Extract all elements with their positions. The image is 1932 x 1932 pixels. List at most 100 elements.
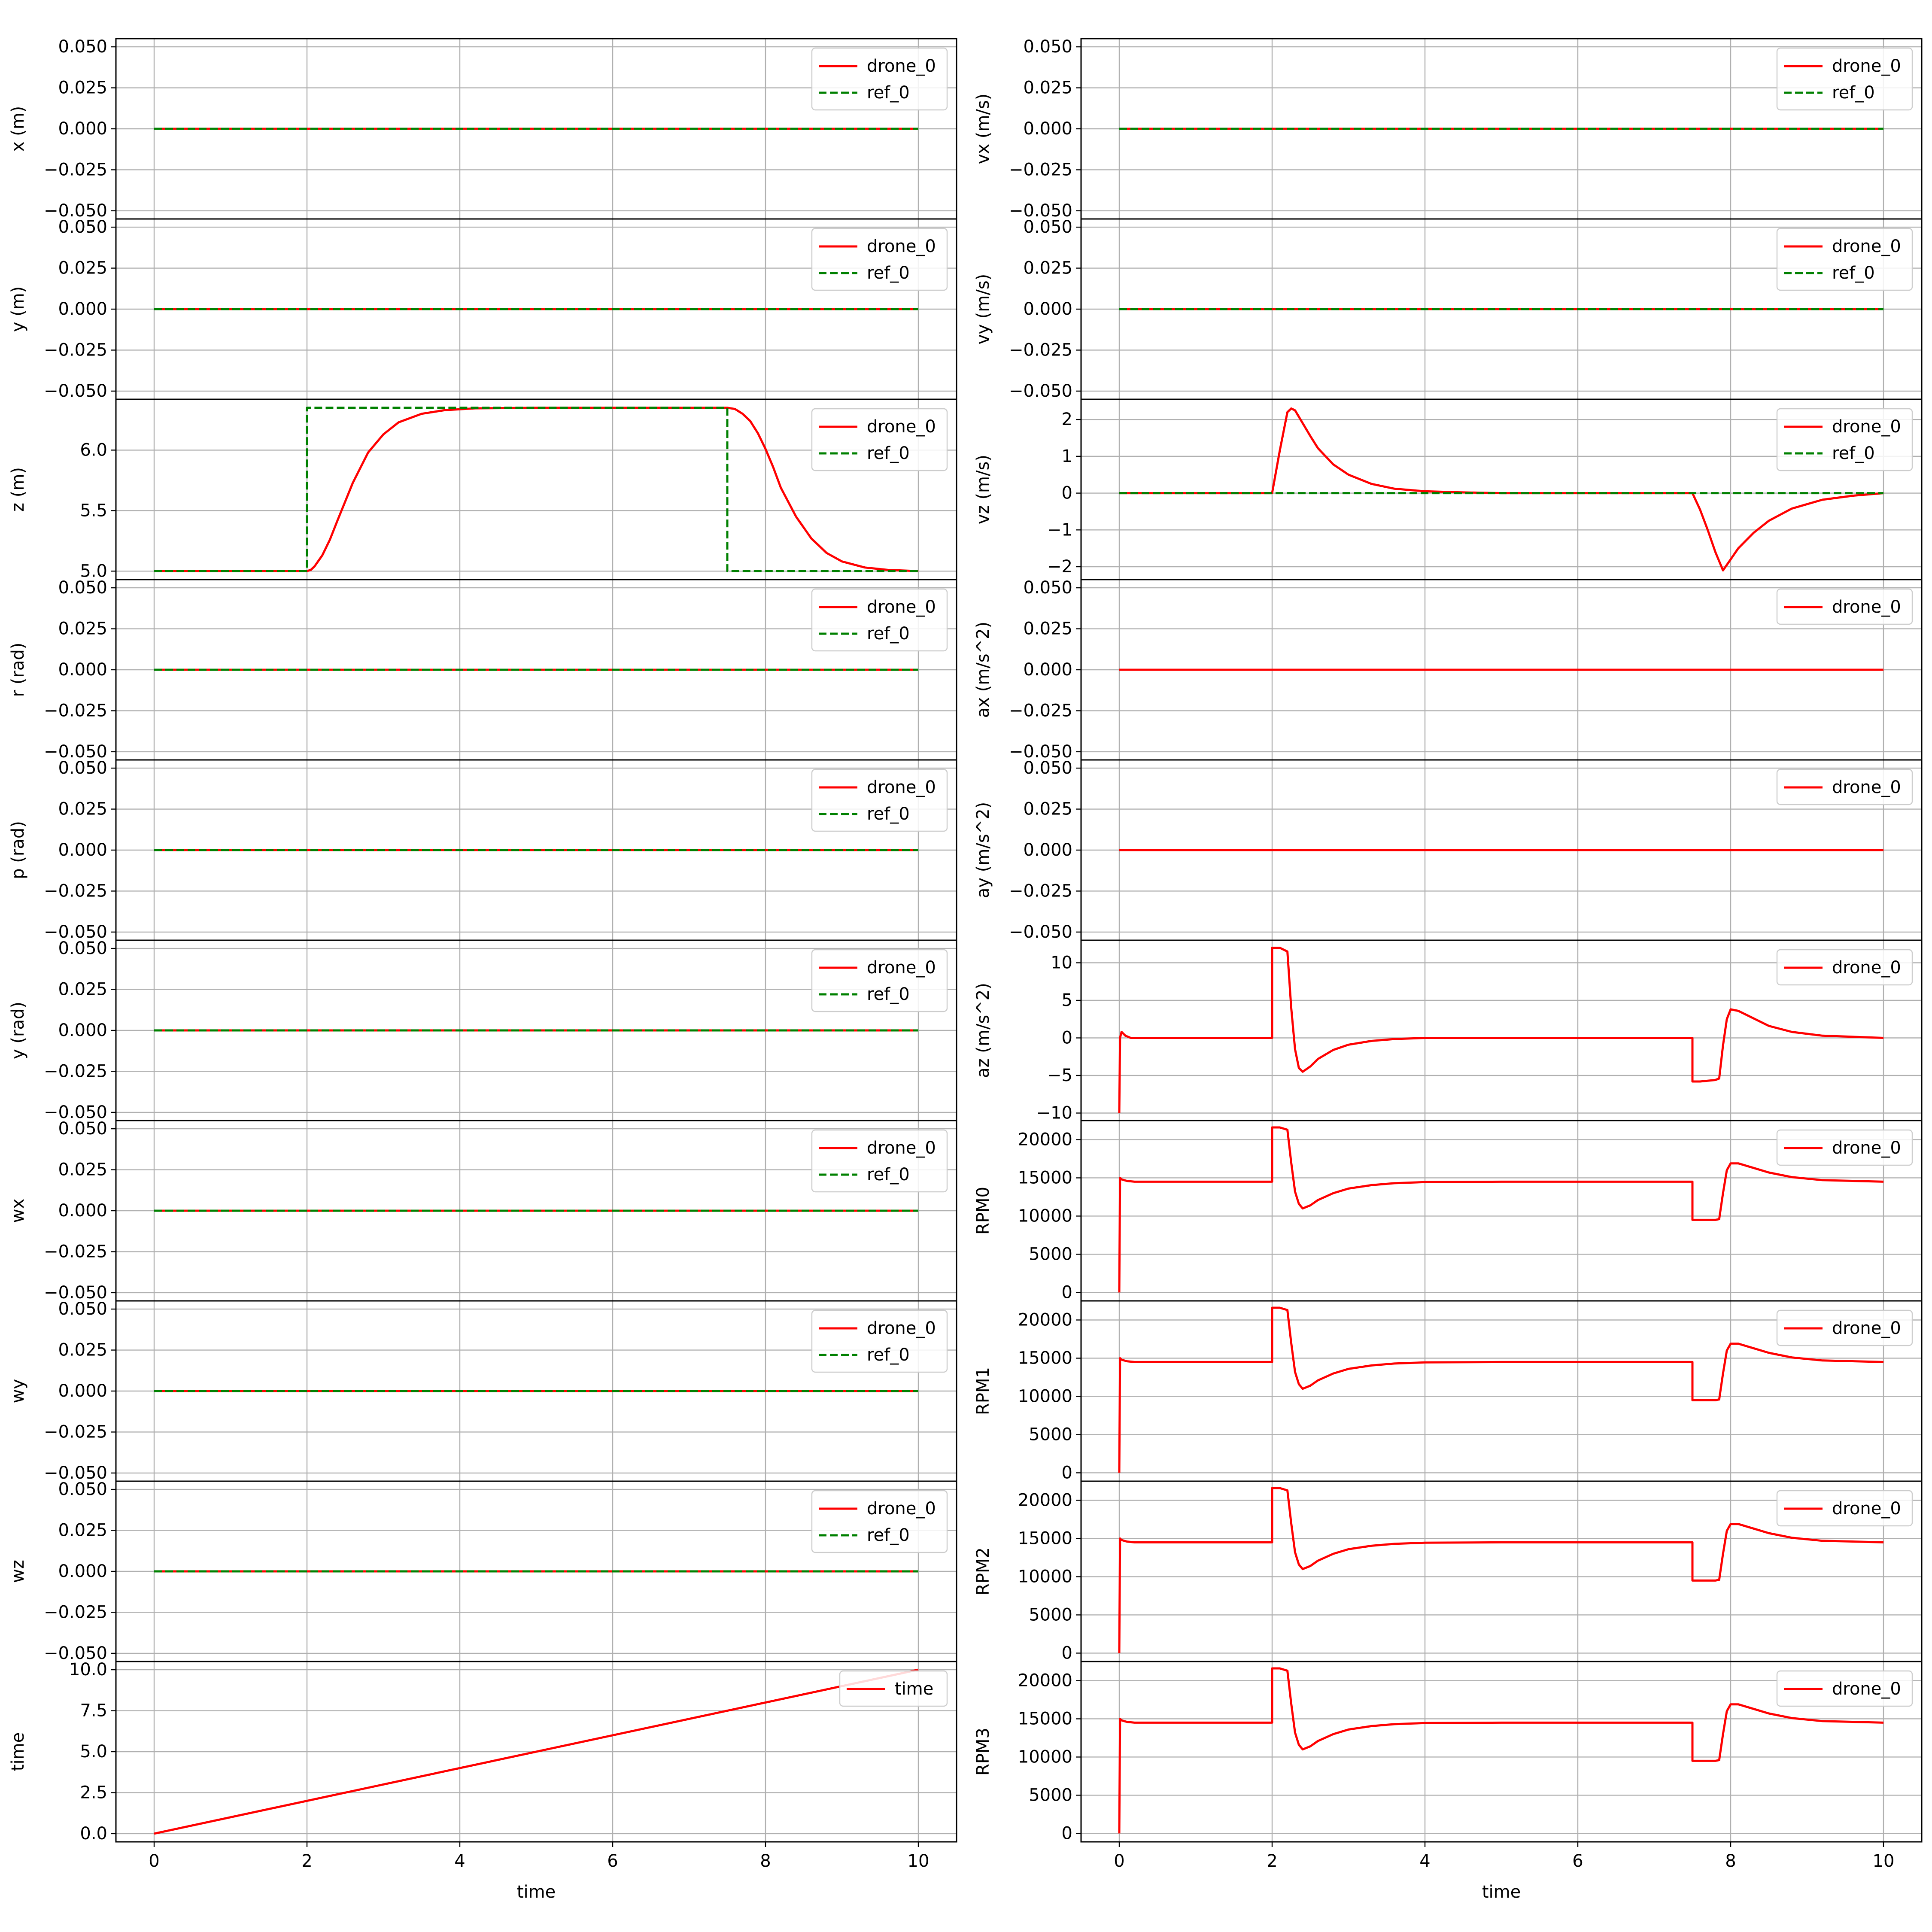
legend-label: drone_0 (867, 1318, 936, 1338)
series-line-drone_0 (1118, 1487, 1884, 1653)
y-tick-label: 5000 (1029, 1605, 1072, 1625)
y-tick-label: 0.0 (80, 1824, 107, 1844)
y-tick-label: 0 (1062, 1643, 1072, 1663)
y-tick-label: 15000 (1018, 1168, 1072, 1188)
y-axis-label: time (8, 1732, 28, 1771)
subplot-y: 0.050 0.025 0.000 −0.025 −0.050 y (m) drone_0r… (8, 217, 957, 401)
legend-label: drone_0 (867, 237, 936, 256)
legend-box (1776, 228, 1913, 291)
y-tick-label: 0.000 (1023, 299, 1072, 319)
x-tick-label: 0 (149, 1851, 159, 1871)
y-tick-label: 5.5 (80, 501, 107, 520)
legend: drone_0 ref_0 (811, 769, 948, 832)
y-axis-label: vy (m/s) (973, 274, 993, 345)
y-tick-label: −0.050 (44, 201, 107, 221)
y-tick-label: −0.050 (44, 742, 107, 762)
y-tick-label: −0.025 (44, 340, 107, 360)
legend: drone_0 (1776, 1309, 1913, 1346)
subplot-yaw: 0.050 0.025 0.000 −0.025 −0.050 y (rad) drone_… (8, 939, 957, 1122)
y-tick-label: −0.050 (1009, 201, 1072, 221)
y-tick-label: −0.025 (44, 1242, 107, 1261)
y-tick-label: 0.025 (58, 619, 107, 639)
y-tick-label: 0.000 (58, 1561, 107, 1581)
y-tick-label: 20000 (1018, 1671, 1072, 1690)
y-tick-label: 20000 (1018, 1310, 1072, 1330)
y-tick-label: −0.050 (1009, 922, 1072, 942)
x-tick-label: 10 (1873, 1851, 1895, 1871)
y-tick-label: 0.025 (58, 1521, 107, 1540)
y-tick-label: 0.000 (1023, 660, 1072, 680)
y-tick-label: 0.025 (1023, 78, 1072, 98)
legend-box (811, 1129, 948, 1193)
y-tick-label: 0.000 (58, 119, 107, 139)
y-axis-label: RPM0 (973, 1187, 993, 1235)
series-line-ref_0 (154, 407, 918, 572)
y-tick-label: 10000 (1018, 1747, 1072, 1767)
y-axis-label: az (m/s^2) (973, 983, 993, 1078)
y-tick-label: 6.0 (80, 440, 107, 460)
subplot-r: 0.050 0.025 0.000 −0.025 −0.050 r (rad) drone_… (8, 578, 957, 762)
legend-box (1776, 949, 1913, 986)
subplot-az: 10 5 0 −5 −10 az (m/s^2) drone_0 (973, 939, 1923, 1123)
legend-label: drone_0 (867, 1138, 936, 1158)
legend-label: drone_0 (1832, 237, 1901, 256)
legend: drone_0 (1776, 1490, 1913, 1527)
y-tick-label: 5000 (1029, 1425, 1072, 1444)
subplot-p: 0.050 0.025 0.000 −0.025 −0.050 p (rad) drone_… (8, 758, 957, 942)
y-tick-label: 0.025 (1023, 799, 1072, 819)
legend-label: drone_0 (1832, 597, 1901, 617)
y-tick-label: 15000 (1018, 1709, 1072, 1728)
legend-label: drone_0 (1832, 1138, 1901, 1158)
y-tick-label: 0.050 (58, 939, 107, 958)
legend-box (811, 408, 948, 471)
y-tick-label: 0.050 (1023, 217, 1072, 237)
y-tick-label: −0.050 (44, 1643, 107, 1663)
y-tick-label: 10000 (1018, 1206, 1072, 1226)
y-tick-label: 0.050 (58, 758, 107, 778)
y-tick-label: −0.050 (44, 1463, 107, 1483)
subplot-RPM0: 20000 15000 10000 5000 0 RPM0 drone_0 (973, 1120, 1923, 1302)
y-axis-label: wy (8, 1379, 28, 1403)
axes-frame (1080, 1661, 1923, 1843)
legend-box (1776, 1490, 1913, 1527)
subplot-time: 10.0 7.5 5.0 2.5 0.0 time time 0 2 4 6 8 10 time (8, 1660, 957, 1902)
y-tick-label: −0.050 (1009, 742, 1072, 762)
legend: drone_0 ref_0 (1776, 408, 1913, 471)
legend: drone_0 ref_0 (811, 949, 948, 1012)
y-tick-label: −5 (1047, 1066, 1072, 1085)
y-tick-label: 0 (1062, 1028, 1072, 1048)
axes-frame (115, 1661, 957, 1843)
y-tick-label: −0.025 (44, 1422, 107, 1442)
y-tick-label: 0.025 (58, 799, 107, 819)
legend: drone_0 ref_0 (811, 1129, 948, 1193)
x-axis-label: time (1482, 1882, 1521, 1902)
y-tick-label: 0.000 (1023, 119, 1072, 139)
legend: drone_0 (1776, 1129, 1913, 1166)
subplot-ay: 0.050 0.025 0.000 −0.025 −0.050 ay (m/s^2) dro… (973, 758, 1923, 942)
legend: drone_0 ref_0 (811, 1490, 948, 1553)
y-tick-label: −0.025 (1009, 881, 1072, 901)
y-tick-label: −10 (1036, 1103, 1072, 1123)
legend-box (1776, 1309, 1913, 1346)
y-tick-label: −0.025 (1009, 160, 1072, 179)
legend-label: drone_0 (1832, 1499, 1901, 1519)
legend-label: ref_0 (1832, 83, 1875, 103)
subplot-wy: 0.050 0.025 0.000 −0.025 −0.050 wy drone_0 ref_… (8, 1299, 957, 1483)
subplot-RPM3: 20000 15000 10000 5000 0 RPM3 drone_0 0 2 4 6 8 10 ti… (973, 1661, 1923, 1902)
legend-box (811, 47, 948, 111)
legend: time (839, 1670, 948, 1707)
legend: drone_0 (1776, 949, 1913, 986)
legend-label: drone_0 (867, 1499, 936, 1519)
y-tick-label: 0.000 (58, 840, 107, 860)
y-tick-label: 0 (1062, 1463, 1072, 1482)
x-tick-label: 2 (1267, 1851, 1277, 1871)
legend: drone_0 (1776, 1670, 1913, 1707)
y-tick-label: −0.025 (44, 1602, 107, 1622)
y-tick-label: 0.025 (58, 1160, 107, 1180)
legend: drone_0 ref_0 (811, 228, 948, 291)
subplot-vy: 0.050 0.025 0.000 −0.025 −0.050 vy (m/s) drone… (973, 217, 1923, 401)
legend-label: ref_0 (867, 1345, 910, 1365)
legend: drone_0 ref_0 (1776, 228, 1913, 291)
legend-label: ref_0 (867, 444, 910, 463)
